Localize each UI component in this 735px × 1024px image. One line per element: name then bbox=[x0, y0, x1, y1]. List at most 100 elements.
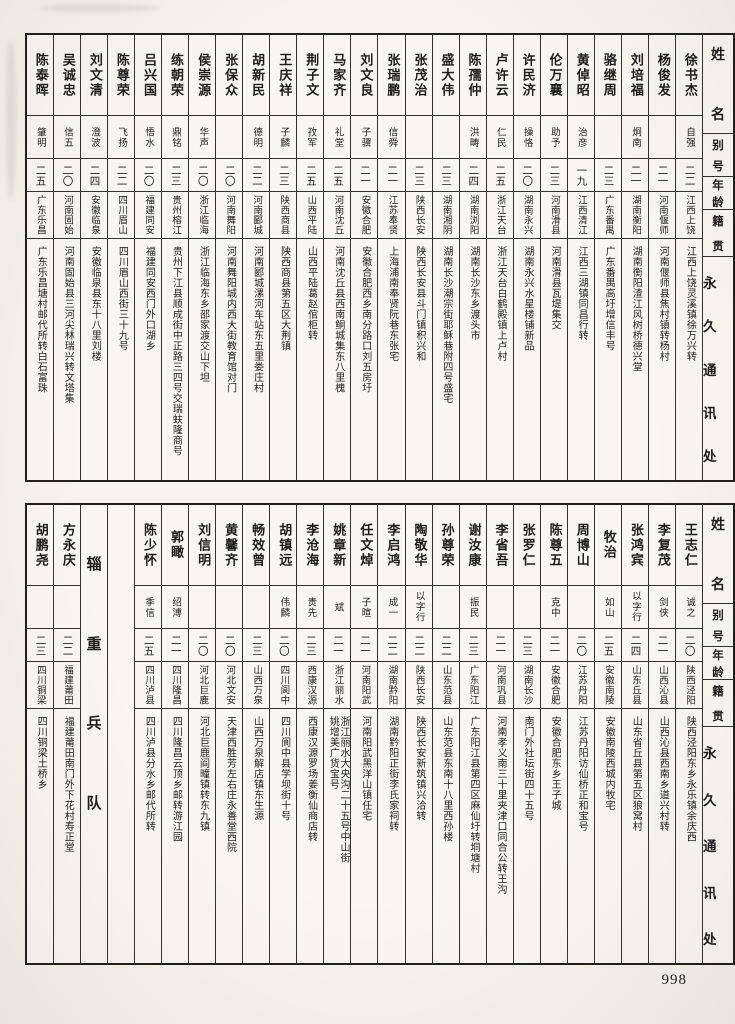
alias-cell: 绍溥 bbox=[162, 586, 189, 629]
address-cell: 山西沁县西南乡道兴村转 bbox=[649, 709, 675, 963]
age-cell: 二三 bbox=[297, 629, 324, 662]
address-cell: 湖南长沙东乡渡头市 bbox=[460, 239, 486, 480]
entry-column: 刘信明 二〇 河北巨鹿 河北巨鹿阎疃镇转东九镇 bbox=[188, 505, 216, 963]
name-cell: 许民济 bbox=[513, 35, 540, 116]
person-address: 四川眉山西街三十九号 bbox=[116, 246, 128, 351]
person-native-place: 四川隆昌 bbox=[170, 665, 182, 705]
person-native-place: 江西清江 bbox=[575, 195, 587, 235]
person-name: 陈泰晖 bbox=[32, 52, 48, 98]
person-address: 河南郾城漯河车站东五里娄庄村 bbox=[251, 246, 263, 393]
person-native-place: 湖南湘阴 bbox=[440, 195, 452, 235]
person-address: 西康汉源罗场姜衡仙商店转 bbox=[305, 716, 317, 842]
native-place-cell: 安徽合肥 bbox=[540, 662, 567, 709]
person-name: 周博山 bbox=[573, 522, 589, 568]
unit-divider-label-char: 兵 bbox=[86, 714, 102, 733]
entry-column: 姚章新斌二一 浙江丽水 浙江丽水大央沟二十五号中山街 姚增美广货宝号 bbox=[323, 505, 351, 963]
person-native-place: 安徽合肥 bbox=[548, 665, 560, 705]
person-age: 二〇 bbox=[223, 164, 236, 186]
entry-column bbox=[107, 505, 134, 963]
person-age: 二一 bbox=[656, 634, 669, 656]
header-alias-label: 别号 bbox=[703, 604, 733, 647]
person-native-place: 福建同安 bbox=[143, 195, 155, 235]
person-address: 湖南长沙东乡渡头市 bbox=[467, 246, 479, 341]
native-place-cell: 浙江临海 bbox=[189, 192, 216, 239]
address-cell: 西康汉源罗场姜衡仙商店转 bbox=[297, 709, 323, 963]
name-cell: 谢汝康 bbox=[459, 505, 486, 586]
native-place-cell: 四川铜梁 bbox=[26, 662, 53, 709]
person-address: 陕西泾阳东乡永乐镇余庆西 bbox=[684, 716, 696, 842]
alias-cell: 助予 bbox=[540, 116, 567, 159]
person-address: 四川隆昌云顶乡邮转游江园 bbox=[170, 716, 182, 842]
name-cell: 陈泰晖 bbox=[26, 35, 53, 116]
native-place-cell: 河南阳武 bbox=[351, 662, 378, 709]
person-name: 骆继周 bbox=[600, 52, 616, 98]
person-name: 马家齐 bbox=[330, 52, 346, 98]
address-cell: 湖南衡阳渣江风树桥德兴堂 bbox=[622, 239, 648, 480]
age-cell: 二二 bbox=[53, 629, 80, 662]
person-age: 二〇 bbox=[196, 634, 209, 656]
name-cell: 盛大伟 bbox=[432, 35, 459, 116]
address-cell: 浙江天台白鹤殿镇上卢村 bbox=[487, 239, 513, 480]
person-native-place: 安徽南陵 bbox=[602, 665, 614, 705]
person-name: 任文焯 bbox=[357, 522, 373, 568]
alias-cell: 斌 bbox=[324, 586, 351, 629]
alias-cell: 以字行 bbox=[621, 586, 648, 629]
header-age-label-char: 年 bbox=[712, 647, 724, 662]
entry-column: 李省吾 二一 河南巩县 河南孝义南三十里夹津口同合公转王沟 bbox=[485, 505, 513, 963]
person-alias: 绍溥 bbox=[170, 596, 182, 618]
person-address: 河北巨鹿阎疃镇转东九镇 bbox=[197, 716, 209, 832]
name-cell: 陈少怀 bbox=[135, 505, 162, 586]
header-age-label: 年龄 bbox=[703, 647, 733, 680]
person-age: 二一 bbox=[548, 634, 561, 656]
person-native-place: 陕西长安 bbox=[413, 665, 425, 705]
entry-column: 李沧海 贵先 二三 西康汉源 西康汉源罗场姜衡仙商店转 bbox=[296, 505, 324, 963]
name-cell: 任文焯 bbox=[351, 505, 378, 586]
person-native-place: 河南固始 bbox=[61, 195, 73, 235]
person-age: 二二 bbox=[61, 634, 74, 656]
age-cell: 二一 bbox=[621, 159, 648, 192]
native-place-cell: 江苏奉贤 bbox=[378, 192, 405, 239]
age-cell: 二三 bbox=[162, 159, 189, 192]
address-cell: 福建同安西门外口湖乡 bbox=[135, 239, 161, 480]
age-cell: 一九 bbox=[567, 159, 594, 192]
age-cell: 二一 bbox=[648, 629, 675, 662]
alias-cell: 如山 bbox=[594, 586, 621, 629]
entry-column: 徐书杰 自强 二二 江西上饶 江西上饶灵溪镇徐万兴转 bbox=[675, 35, 703, 480]
entry-column: 刘文清 澄波 二四 安徽临泉 安徽临泉县东十八里刘楼 bbox=[79, 35, 108, 480]
name-cell: 胡鹏尧 bbox=[26, 505, 53, 586]
name-cell: 李启鸿 bbox=[378, 505, 405, 586]
person-age: 二五 bbox=[602, 634, 615, 656]
name-cell: 王志仁 bbox=[676, 505, 703, 586]
person-native-place: 湖南黔阳 bbox=[386, 665, 398, 705]
name-cell: 伦万襄 bbox=[540, 35, 567, 116]
address-cell: 安徽南陵西城内牧宅 bbox=[595, 709, 621, 963]
person-name: 李沧海 bbox=[303, 522, 319, 568]
header-alias-label-char: 号 bbox=[712, 158, 724, 173]
person-alias: 以字行 bbox=[629, 591, 641, 623]
age-cell: 二三 bbox=[540, 159, 567, 192]
person-age: 二〇 bbox=[142, 164, 155, 186]
alias-cell: 炯南 bbox=[621, 116, 648, 159]
age-cell: 二〇 bbox=[567, 629, 594, 662]
person-alias: 肇明 bbox=[34, 126, 46, 148]
header-name-label-char: 姓 bbox=[711, 47, 726, 63]
address-cell: 安徽合肥西乡南分路口刘五房圩 bbox=[351, 239, 377, 480]
native-place-cell: 河南舞阳 bbox=[216, 192, 243, 239]
person-age: 二三 bbox=[467, 634, 480, 656]
native-place-cell: 河南固始 bbox=[53, 192, 80, 239]
person-address: 安徽临泉县东十八里刘楼 bbox=[89, 246, 101, 362]
person-age: 二四 bbox=[88, 164, 101, 186]
alias-cell bbox=[594, 116, 621, 159]
person-native-place: 湖南衡阳 bbox=[629, 195, 641, 235]
alias-cell bbox=[53, 586, 80, 629]
age-cell: 二五 bbox=[26, 159, 53, 192]
alias-cell: 伟麟 bbox=[270, 586, 297, 629]
person-age: 二三 bbox=[440, 164, 453, 186]
person-alias: 助予 bbox=[548, 126, 560, 148]
age-cell: 二五 bbox=[486, 159, 513, 192]
address-cell: 河北巨鹿阎疃镇转东九镇 bbox=[189, 709, 215, 963]
header-column-bottom: 姓名别号年龄籍贯永久通讯处 bbox=[702, 505, 733, 963]
person-age: 二一 bbox=[386, 164, 399, 186]
person-native-place: 山西平陆 bbox=[305, 195, 317, 235]
name-cell: 张鸿宾 bbox=[621, 505, 648, 586]
